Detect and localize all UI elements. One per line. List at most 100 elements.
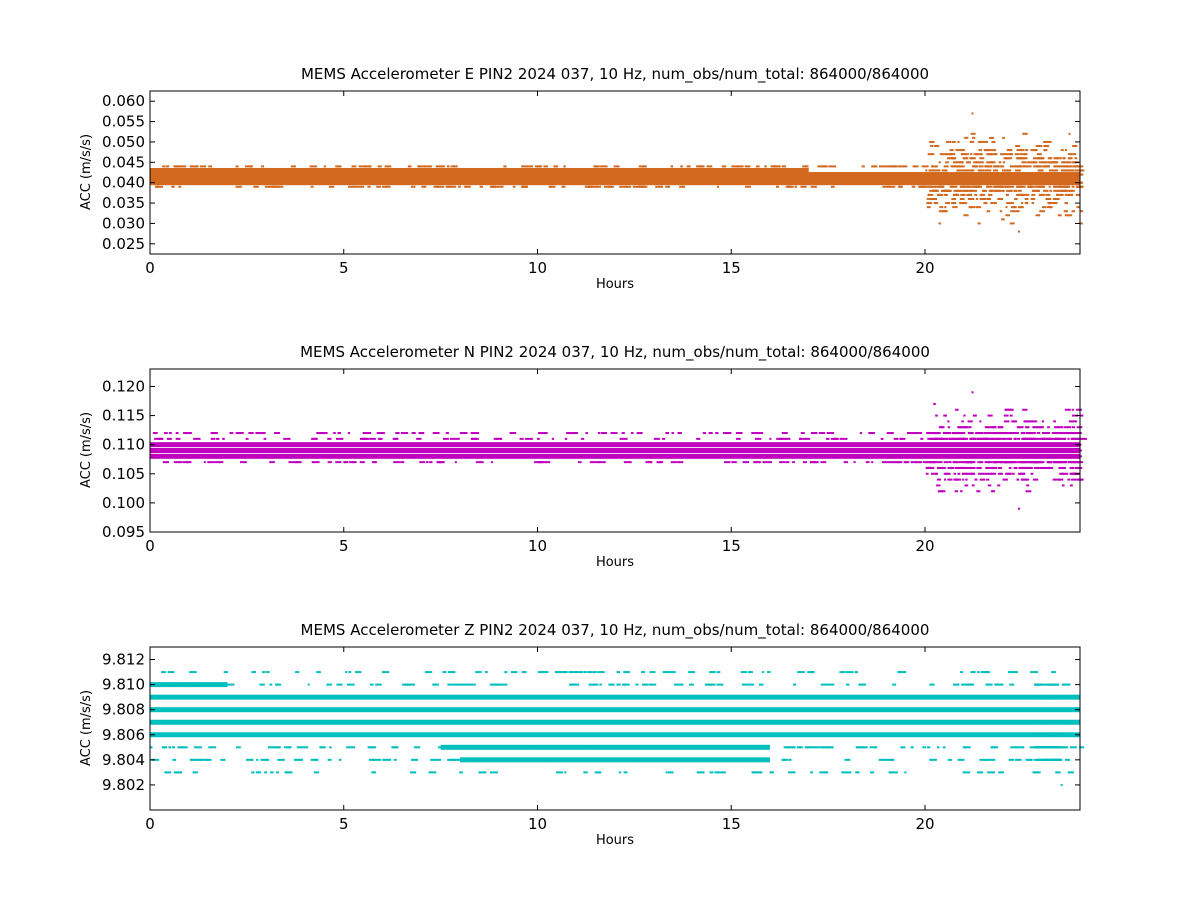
burst-point	[1026, 165, 1032, 168]
x-tick-label: 0	[145, 815, 155, 833]
sparse-point	[716, 185, 719, 188]
burst-point	[1079, 210, 1084, 213]
burst-point	[943, 461, 949, 464]
sparse-point	[588, 185, 596, 188]
burst-point	[1073, 437, 1079, 440]
sparse-point	[386, 185, 391, 188]
burst-point	[1052, 185, 1057, 188]
sparse-point	[810, 432, 816, 435]
burst-point	[1001, 218, 1005, 221]
sparse-point	[453, 758, 462, 761]
sparse-point	[564, 771, 567, 774]
burst-point	[978, 432, 983, 435]
burst-point	[1043, 177, 1048, 180]
sparse-point	[290, 165, 294, 168]
sparse-point	[890, 771, 898, 774]
burst-point	[931, 461, 937, 464]
sparse-point	[589, 461, 593, 464]
sparse-point	[818, 432, 826, 435]
sparse-point	[475, 461, 484, 464]
sparse-point	[327, 461, 332, 464]
sparse-point	[315, 437, 318, 440]
sparse-point	[418, 432, 425, 435]
burst-point	[939, 153, 944, 156]
sparse-point	[521, 165, 529, 168]
burst-point	[1046, 461, 1052, 464]
burst-point	[1059, 455, 1063, 458]
sparse-point	[898, 185, 903, 188]
sparse-point	[744, 165, 751, 168]
sparse-point	[890, 165, 898, 168]
burst-point	[1027, 185, 1031, 188]
burst-point	[975, 181, 979, 184]
sparse-point	[798, 437, 803, 440]
burst-point	[1050, 173, 1056, 176]
burst-point	[941, 210, 948, 213]
band-north-2	[150, 442, 1080, 448]
burst-point	[960, 149, 965, 152]
burst-point	[979, 153, 983, 156]
sparse-point	[699, 165, 705, 168]
burst-point	[932, 169, 937, 172]
sparse-point	[162, 461, 169, 464]
burst-point	[951, 140, 956, 143]
burst-point	[997, 484, 1001, 487]
burst-point	[1037, 708, 1042, 711]
x-tick-label: 20	[915, 537, 934, 555]
panel-north: MEMS Accelerometer N PIN2 2024 037, 10 H…	[79, 343, 1087, 570]
burst-point	[933, 145, 940, 148]
sparse-point	[374, 758, 382, 761]
sparse-point	[564, 437, 568, 440]
burst-point	[979, 173, 984, 176]
burst-point	[932, 165, 937, 168]
chart-title-vertical: MEMS Accelerometer Z PIN2 2024 037, 10 H…	[301, 621, 930, 640]
sparse-point	[632, 185, 641, 188]
sparse-point	[643, 683, 649, 686]
burst-point	[1071, 426, 1075, 429]
burst-point	[939, 206, 944, 209]
sparse-point	[820, 683, 825, 686]
burst-point	[1026, 437, 1031, 440]
sparse-point	[152, 432, 158, 435]
burst-point	[1046, 708, 1050, 711]
x-tick-label: 20	[915, 815, 934, 833]
burst-point	[949, 149, 954, 152]
burst-point	[1024, 443, 1029, 446]
burst-point	[1009, 202, 1014, 205]
burst-point	[1071, 420, 1077, 423]
burst-point	[1041, 165, 1046, 168]
sparse-point	[673, 683, 678, 686]
sparse-point	[785, 432, 788, 435]
burst-point	[994, 432, 999, 435]
burst-point	[980, 449, 985, 452]
sparse-point	[569, 683, 578, 686]
sparse-point	[641, 165, 647, 168]
burst-point	[1071, 185, 1075, 188]
burst-point	[1038, 161, 1044, 164]
sparse-point	[1079, 437, 1087, 440]
burst-point	[954, 490, 959, 493]
sparse-point	[706, 165, 713, 168]
sparse-point	[226, 683, 231, 686]
sparse-point	[428, 771, 433, 774]
burst-point	[974, 478, 978, 481]
burst-point	[1058, 461, 1064, 464]
burst-point	[954, 165, 960, 168]
sparse-point	[649, 746, 657, 749]
sparse-point	[985, 683, 993, 686]
burst-point	[933, 177, 939, 180]
burst-point	[1031, 193, 1036, 196]
sparse-point	[537, 671, 546, 674]
sparse-point	[825, 437, 830, 440]
burst-point	[1023, 478, 1030, 481]
burst-point	[1002, 161, 1006, 164]
burst-point	[953, 202, 956, 205]
sparse-point	[311, 437, 314, 440]
sparse-point	[369, 683, 374, 686]
burst-point	[1069, 443, 1073, 446]
sparse-point	[543, 758, 551, 761]
burst-point	[1046, 721, 1050, 724]
burst-point	[1078, 185, 1084, 188]
sparse-point	[220, 461, 224, 464]
burst-point	[1027, 443, 1031, 446]
